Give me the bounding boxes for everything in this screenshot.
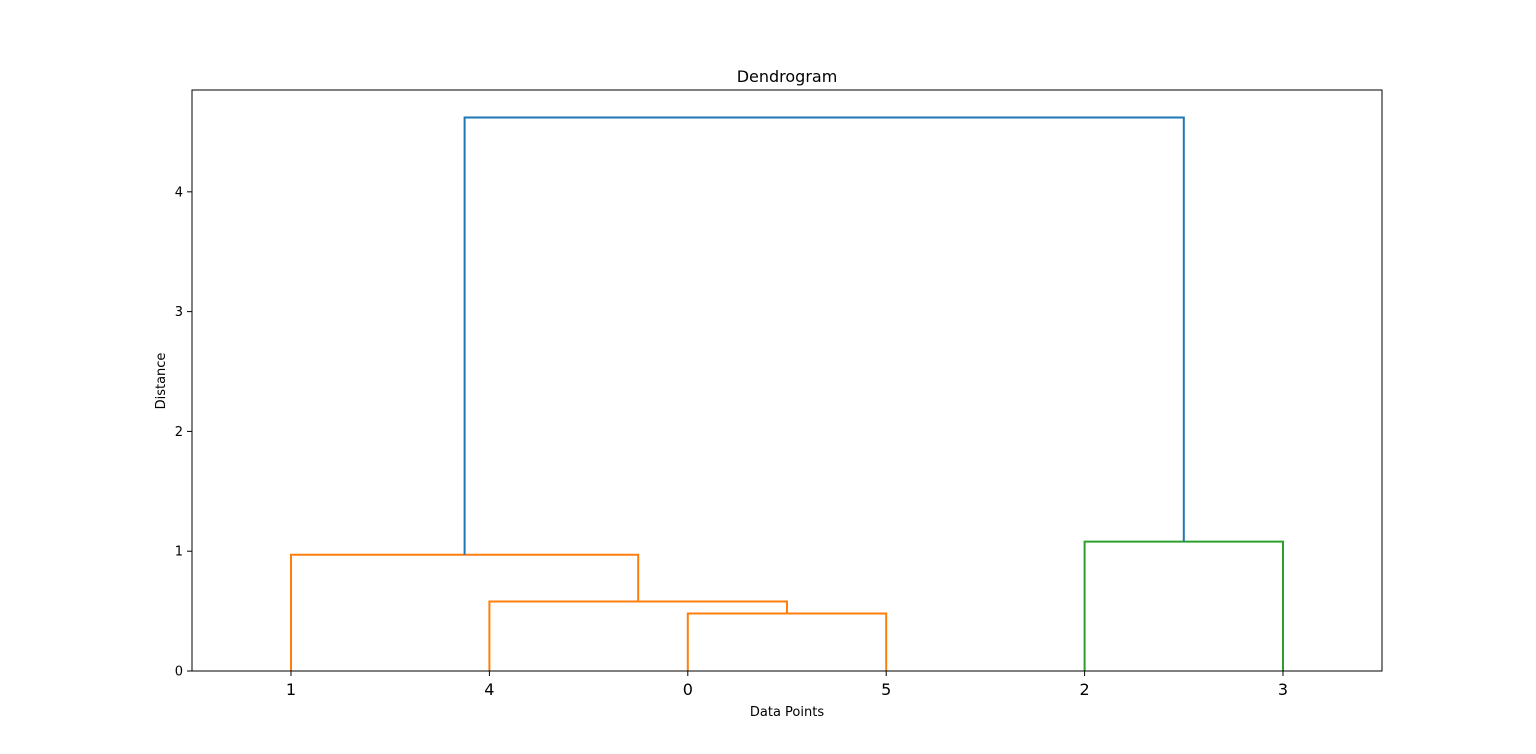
dendrogram-link-4 [1083,540,1284,671]
x-tick-label: 5 [881,680,891,699]
dendrogram-link-1 [686,612,888,671]
x-axis-label: Data Points [750,705,824,720]
y-tick-label: 1 [175,545,183,560]
y-tick-label: 4 [175,185,183,200]
x-tick-label: 4 [484,680,494,699]
y-axis-label: Distance [154,353,169,410]
y-tick-label: 0 [175,665,183,680]
chart-title: Dendrogram [737,67,838,86]
x-tick-label: 3 [1278,680,1288,699]
x-tick-label: 2 [1080,680,1090,699]
x-tick-label: 1 [286,680,296,699]
y-tick-label: 3 [175,305,183,320]
y-tick-label: 2 [175,425,183,440]
dendrogram-link-5 [463,116,1185,555]
plot-area-frame [191,89,1383,672]
dendrogram-links [290,116,1284,671]
x-axis: 1 4 0 5 2 3 [286,671,1288,699]
dendrogram-link-2 [488,600,788,671]
y-axis: 0 1 2 3 4 [175,185,192,680]
x-tick-label: 0 [683,680,693,699]
